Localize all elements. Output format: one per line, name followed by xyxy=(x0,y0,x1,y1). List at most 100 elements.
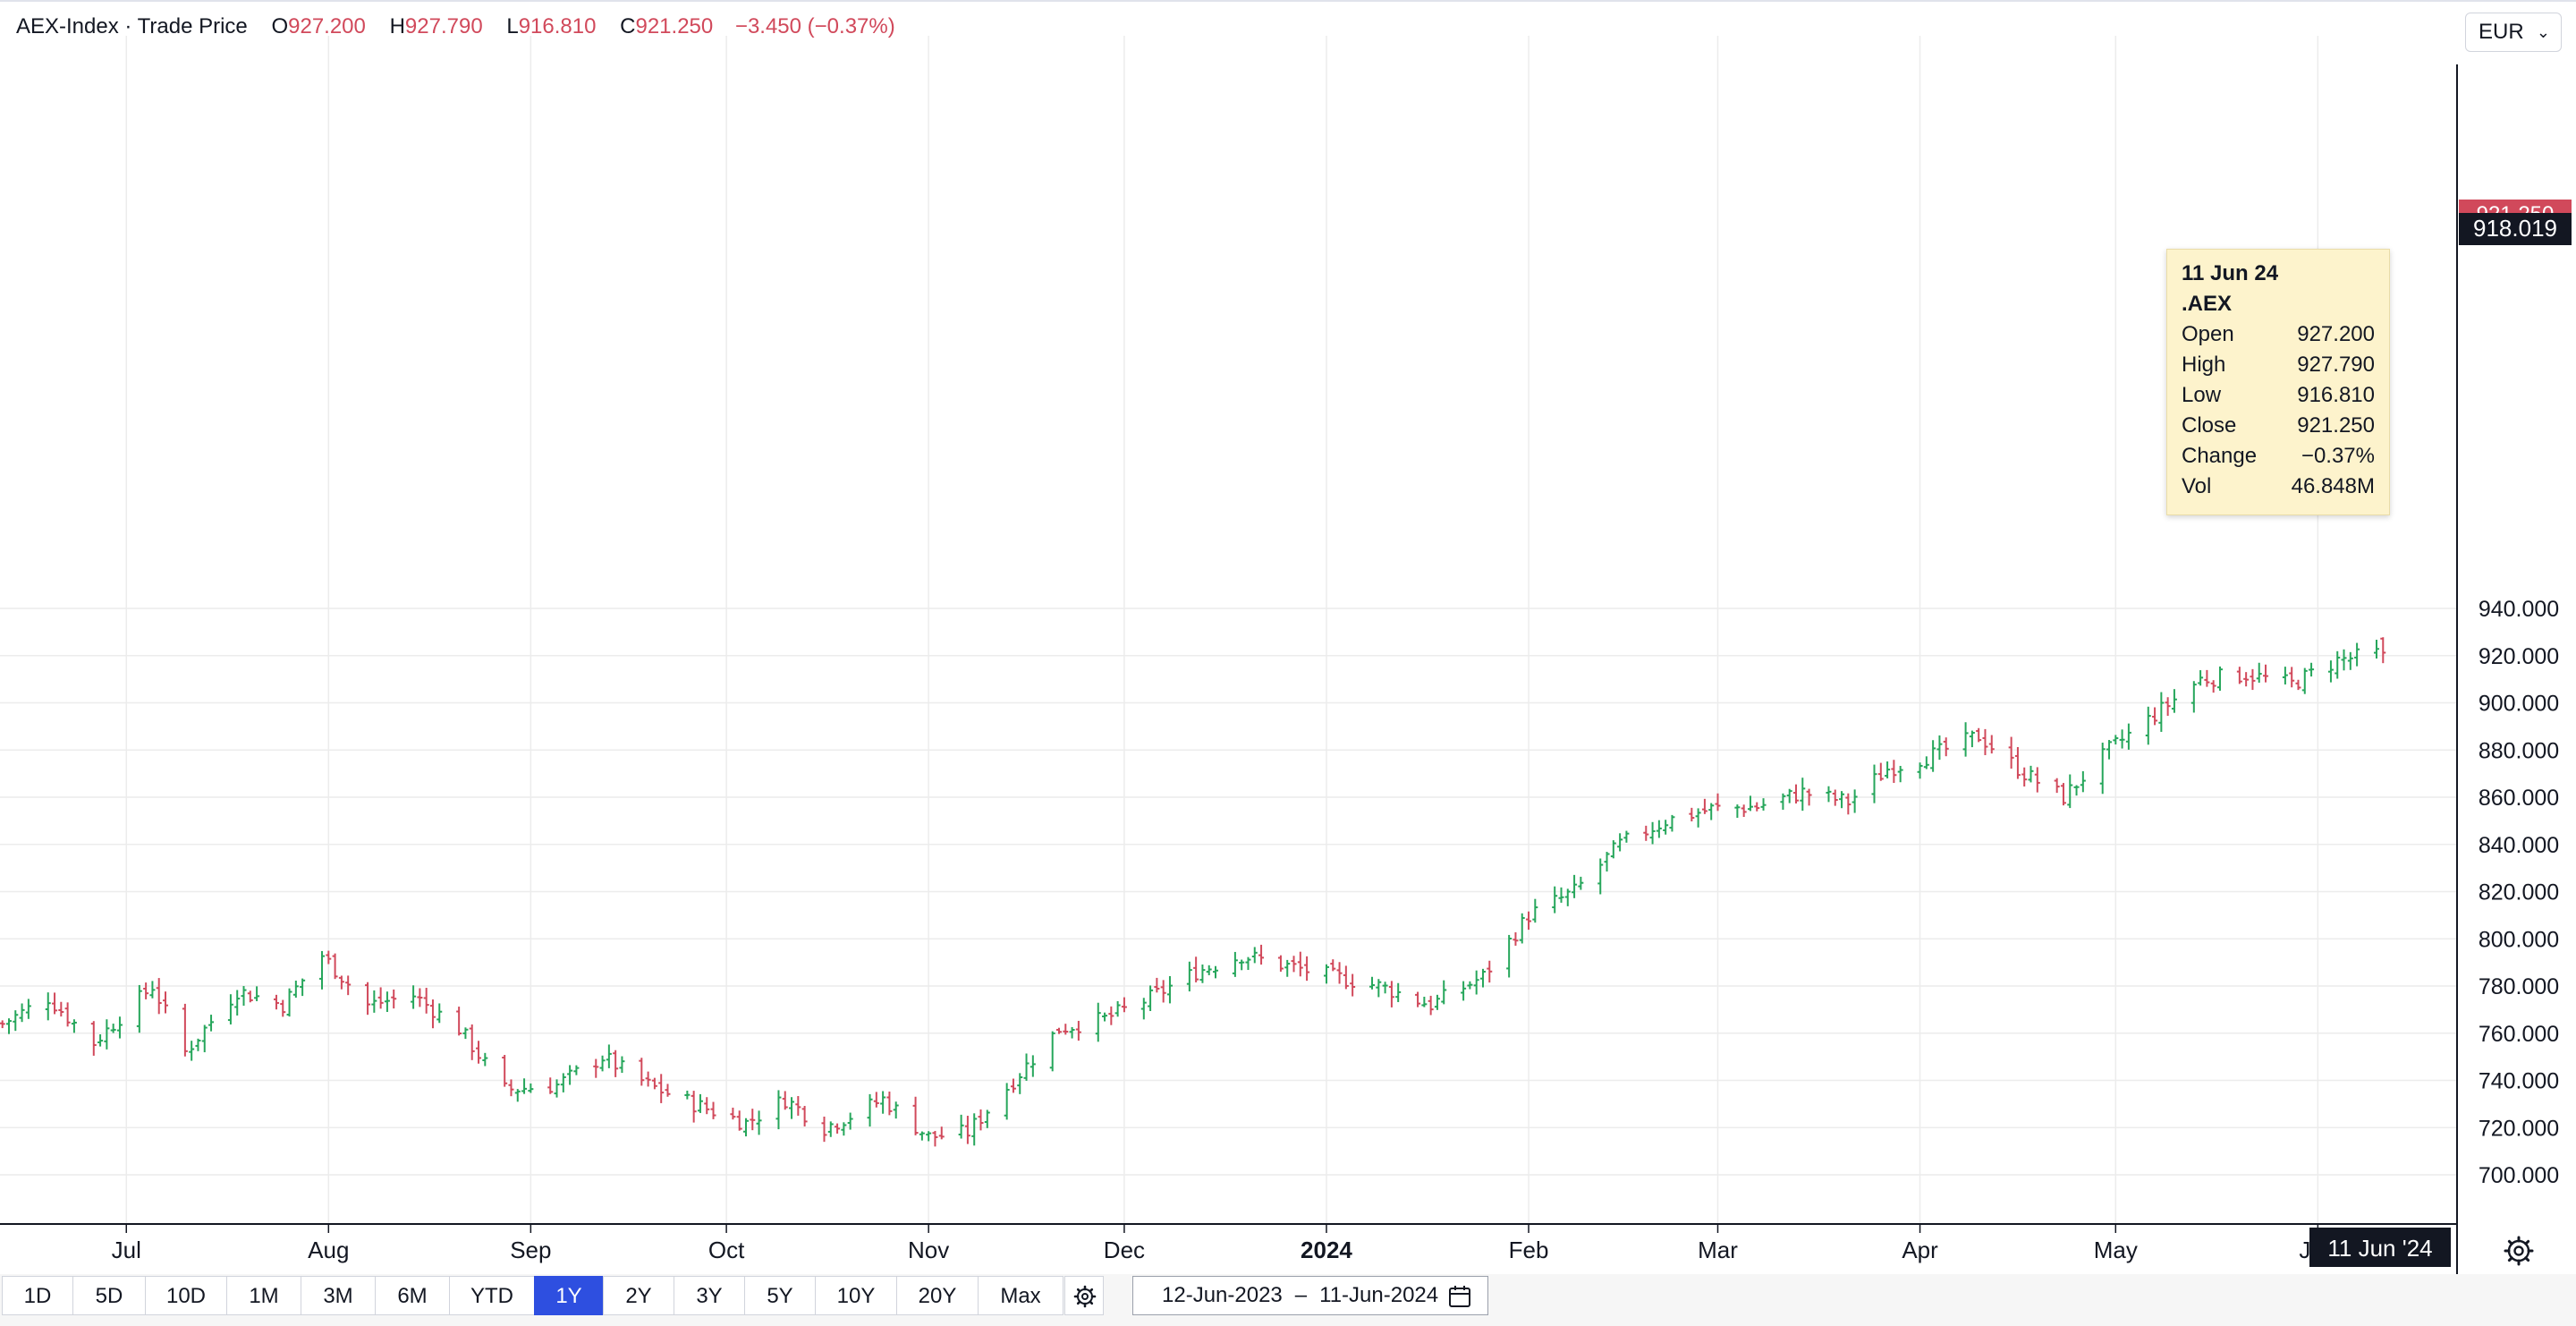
period-button-10y[interactable]: 10Y xyxy=(815,1276,897,1315)
period-button-max[interactable]: Max xyxy=(978,1276,1063,1315)
ohlc-bar xyxy=(2301,667,2308,694)
period-button-1y[interactable]: 1Y xyxy=(534,1276,604,1315)
ohlc-bar xyxy=(756,1110,762,1135)
ohlc-bar xyxy=(2054,778,2060,794)
open-label: O xyxy=(271,14,289,38)
x-tick-label: Feb xyxy=(1509,1237,1549,1263)
tooltip-label: High xyxy=(2182,353,2226,377)
period-button-10d[interactable]: 10D xyxy=(145,1276,227,1315)
ohlc-bar xyxy=(2113,735,2119,745)
tooltip-row: Close 921.250 xyxy=(2182,411,2375,441)
ohlc-bar xyxy=(893,1101,899,1119)
ohlc-bar xyxy=(2380,637,2386,664)
ohlc-bar xyxy=(149,981,156,999)
ohlc-bar xyxy=(1199,965,1206,983)
tooltip-label: Change xyxy=(2182,444,2258,468)
ohlc-bar xyxy=(1617,833,1623,852)
ohlc-bar xyxy=(2256,662,2262,684)
period-button-1d[interactable]: 1D xyxy=(2,1276,73,1315)
ohlc-bar xyxy=(1206,965,1212,975)
ohlc-bar xyxy=(514,1089,521,1102)
ohlc-bar xyxy=(2250,668,2256,691)
x-tick-label: Aug xyxy=(308,1237,349,1263)
period-button-1m[interactable]: 1M xyxy=(226,1276,301,1315)
ohlc-bar xyxy=(1506,934,1513,978)
ohlc-bar xyxy=(1251,947,1258,964)
ohlc-bar xyxy=(1369,976,1376,990)
ohlc-bar xyxy=(1930,740,1936,772)
ohlc-bar xyxy=(1604,852,1610,872)
ohlc-bar xyxy=(775,1090,782,1130)
ohlc-bar xyxy=(2106,740,2113,760)
ohlc-bar xyxy=(1193,956,1199,982)
period-button-3y[interactable]: 3Y xyxy=(674,1276,745,1315)
ohlc-bar xyxy=(377,987,384,1009)
ohlc-bar xyxy=(521,1078,528,1094)
price-chart[interactable]: 700.000 720.000 740.000 760.000 780.000 800.0… xyxy=(0,0,2576,1274)
ohlc-bar xyxy=(639,1058,645,1086)
currency-select[interactable]: EUR ⌄ xyxy=(2465,13,2562,52)
ohlc-bar xyxy=(1923,756,1929,769)
ohlc-bar xyxy=(247,990,253,1003)
ohlc-bar xyxy=(1245,956,1251,971)
low-label: L xyxy=(506,14,519,38)
ohlc-bar xyxy=(645,1071,651,1087)
date-to: 11-Jun-2024 xyxy=(1319,1283,1439,1307)
y-tick-label: 840.000 xyxy=(2479,833,2559,858)
tooltip-label: Close xyxy=(2182,413,2237,438)
ohlc-bar xyxy=(280,999,286,1017)
ohlc-bar xyxy=(2099,743,2106,795)
ohlc-bar xyxy=(423,988,429,1014)
ohlc-bar xyxy=(189,1041,195,1061)
ohlc-bar xyxy=(1388,981,1394,1007)
period-button-20y[interactable]: 20Y xyxy=(896,1276,979,1315)
ohlc-bar xyxy=(1277,955,1284,972)
ohlc-bar xyxy=(2165,697,2171,717)
period-button-5y[interactable]: 5Y xyxy=(744,1276,816,1315)
ohlc-bar xyxy=(2263,664,2269,683)
crosshair-date-tag xyxy=(2309,1228,2451,1267)
period-button-6m[interactable]: 6M xyxy=(375,1276,450,1315)
ohlc-bar xyxy=(1532,898,1538,923)
ohlc-bar xyxy=(742,1118,749,1137)
tooltip-row: Vol 46.848M xyxy=(2182,472,2375,502)
y-tick-label: 820.000 xyxy=(2479,880,2559,905)
period-button-5d[interactable]: 5D xyxy=(72,1276,146,1315)
ohlc-bar xyxy=(1800,778,1806,812)
date-range-picker[interactable]: 12-Jun-2023–11-Jun-2024 xyxy=(1132,1276,1488,1315)
y-tick-label: 700.000 xyxy=(2479,1163,2559,1188)
ohlc-bar xyxy=(2243,672,2250,687)
ohlc-bar xyxy=(1395,982,1402,1002)
ohlc-bar xyxy=(613,1050,619,1077)
ohlc-bar xyxy=(1701,798,1707,814)
ohlc-bar xyxy=(1487,960,1493,983)
ohlc-bar xyxy=(1473,970,1479,995)
period-button-ytd[interactable]: YTD xyxy=(449,1276,535,1315)
period-button-2y[interactable]: 2Y xyxy=(603,1276,674,1315)
period-button-3m[interactable]: 3M xyxy=(301,1276,376,1315)
ohlc-bar xyxy=(182,1003,188,1057)
ohlc-bar xyxy=(593,1058,599,1078)
ohlc-bar xyxy=(750,1109,756,1131)
ohlc-bar xyxy=(195,1038,201,1051)
ohlc-bar xyxy=(2060,783,2066,806)
tooltip-row: Open 927.200 xyxy=(2182,319,2375,350)
ohlc-bar xyxy=(1695,808,1701,828)
ohlc-bar xyxy=(651,1077,657,1090)
period-settings-button[interactable] xyxy=(1064,1276,1104,1315)
ohlc-bar xyxy=(208,1015,215,1032)
ohlc-bar xyxy=(1479,968,1486,988)
ohlc-bar xyxy=(2080,770,2086,793)
tooltip-label: Vol xyxy=(2182,474,2212,498)
ohlc-bar xyxy=(912,1096,919,1135)
date-from: 12-Jun-2023 xyxy=(1162,1283,1283,1307)
crosshair-price-label: 918.019 xyxy=(2473,215,2557,242)
ohlc-bar xyxy=(1786,788,1792,803)
ohlc-bar xyxy=(143,982,149,999)
ohlc-bar xyxy=(1186,961,1192,992)
ohlc-bar xyxy=(1826,786,1832,803)
settings-icon[interactable] xyxy=(2503,1235,2535,1267)
ohlc-bar xyxy=(1943,737,1949,757)
ohlc-bar xyxy=(1239,959,1245,971)
ohlc-bar xyxy=(2309,662,2315,677)
